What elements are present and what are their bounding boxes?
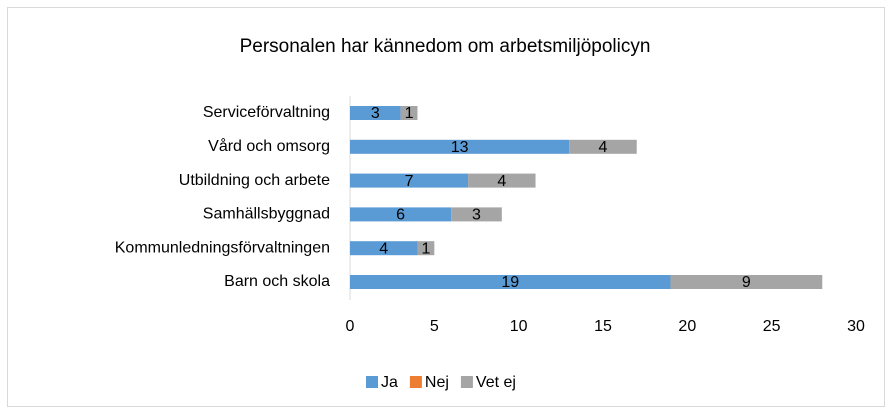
x-tick-label: 25 — [763, 318, 781, 335]
bar-segment — [350, 173, 469, 188]
x-tick-label: 20 — [678, 318, 696, 335]
legend-swatch — [366, 376, 378, 388]
legend-swatch — [460, 376, 473, 388]
chart-title: Personalen har kännedom om arbetsmiljöpo… — [240, 36, 651, 57]
y-tick-label: Utbildning och arbete — [179, 172, 330, 189]
bar-segment — [670, 275, 823, 289]
bar-segment — [417, 241, 435, 256]
x-tick-label: 30 — [847, 318, 865, 335]
bar-segment — [350, 275, 671, 289]
data-label: 19 — [501, 274, 519, 291]
data-label: 13 — [451, 139, 469, 156]
data-label: 4 — [497, 173, 506, 190]
bar-segment — [451, 207, 502, 222]
data-label: 9 — [742, 274, 751, 291]
data-label: 7 — [405, 173, 414, 190]
legend-label: Nej — [425, 374, 449, 391]
bar-segment — [350, 139, 570, 154]
data-label: 6 — [396, 207, 405, 224]
bar-segment — [569, 139, 637, 154]
chart-frame — [7, 7, 885, 407]
x-tick-label: 10 — [510, 318, 528, 335]
y-tick-label: Vård och omsorg — [208, 137, 330, 155]
data-label: 4 — [379, 240, 388, 257]
bar-segment — [400, 106, 418, 120]
data-label: 1 — [421, 240, 430, 257]
data-label: 3 — [371, 105, 380, 122]
bar-segment — [350, 207, 452, 222]
bar-segment — [350, 106, 401, 120]
y-tick-label: Kommunledningsförvaltningen — [115, 239, 330, 256]
y-tick-label: Serviceförvaltning — [203, 104, 330, 121]
x-tick-label: 15 — [594, 318, 612, 335]
bar-segment — [468, 173, 536, 188]
legend-swatch — [409, 376, 422, 388]
data-label: 1 — [405, 105, 414, 122]
y-tick-label: Samhällsbyggnad — [203, 206, 330, 223]
data-label: 3 — [472, 207, 481, 224]
legend-label: Ja — [381, 374, 398, 391]
data-label: 4 — [599, 139, 608, 156]
x-tick-label: 0 — [346, 318, 355, 335]
legend-label: Vet ej — [476, 374, 516, 391]
bar-segment — [350, 241, 418, 256]
y-tick-label: Barn och skola — [224, 273, 330, 290]
x-tick-label: 5 — [430, 318, 439, 335]
